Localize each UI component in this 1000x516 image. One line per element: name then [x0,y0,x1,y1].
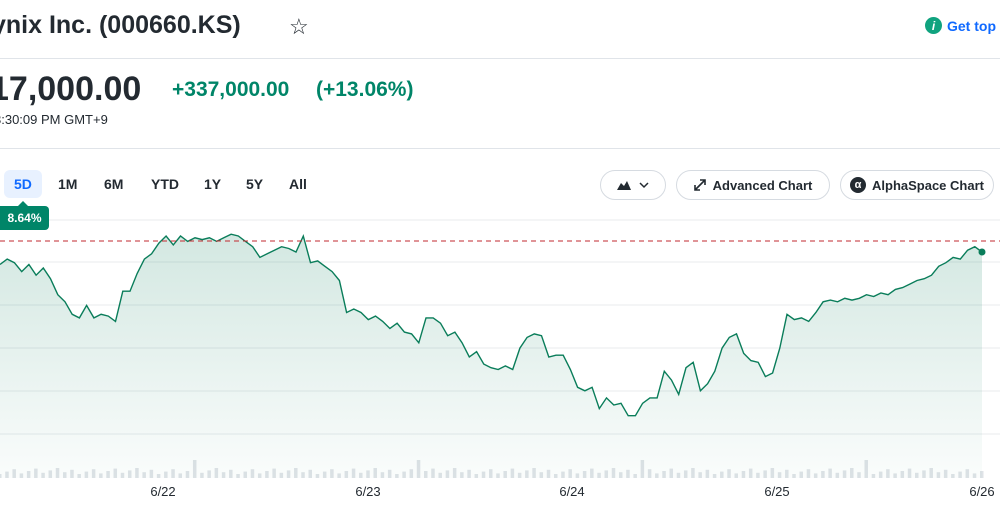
alphaspace-icon: α [850,177,866,193]
advanced-chart-button[interactable]: Advanced Chart [676,170,830,200]
price-change-percent: (+13.06%) [316,78,414,101]
divider [0,148,1000,149]
alphaspace-chart-label: AlphaSpace Chart [872,177,984,193]
x-tick-label: 6/25 [764,484,790,499]
price-area [0,234,982,478]
chevron-down-icon [639,182,649,189]
current-price: 17,000.00 [0,70,142,108]
range-1m[interactable]: 1M [58,176,78,192]
range-5d[interactable]: 5D [4,170,42,198]
x-tick-label: 6/23 [355,484,381,499]
chart-type-dropdown[interactable] [600,170,666,200]
range-5y[interactable]: 5Y [246,176,264,192]
alphaspace-chart-button[interactable]: α AlphaSpace Chart [840,170,994,200]
quote-header: ynix Inc. (000660.KS) ☆ i Get top [0,0,1000,59]
x-tick-label: 6/26 [969,484,995,499]
range-6m[interactable]: 6M [104,176,124,192]
range-all[interactable]: All [289,176,307,192]
advanced-chart-label: Advanced Chart [712,177,813,193]
info-icon: i [925,17,942,34]
x-tick-label: 6/24 [559,484,585,499]
star-icon[interactable]: ☆ [289,14,309,39]
quote-time: 3:30:09 PM GMT+9 [0,112,108,127]
price-line [0,233,983,417]
price-chart[interactable] [0,200,1000,482]
range-ytd[interactable]: YTD [151,176,179,192]
x-tick-label: 6/22 [150,484,176,499]
range-1y[interactable]: 1Y [204,176,222,192]
period-change-tag: 8.64% [0,201,49,230]
page-title: ynix Inc. (000660.KS) [0,11,241,39]
expand-icon [693,179,706,191]
get-top-label: Get top [947,17,996,34]
price-change: +337,000.00 [172,78,290,101]
get-top-button[interactable]: i Get top [925,17,996,34]
mountain-chart-icon [617,181,631,190]
last-price-dot [978,248,986,256]
